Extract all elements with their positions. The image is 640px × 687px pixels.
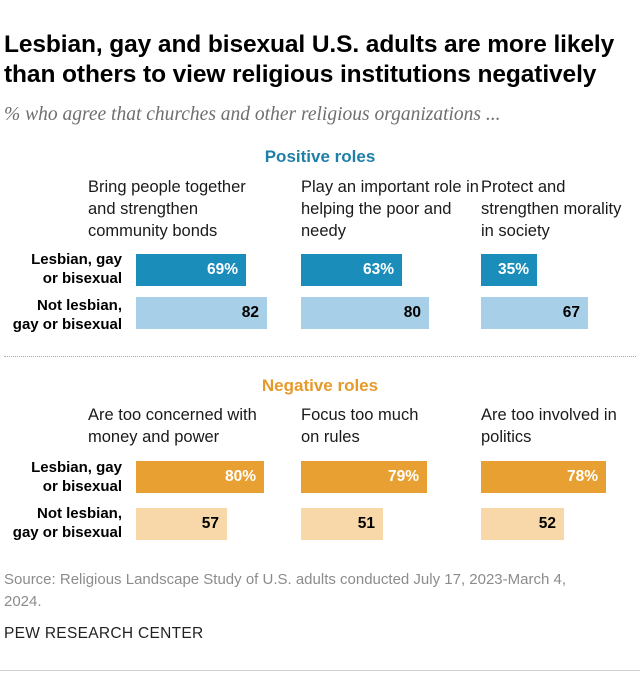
bar: 57: [136, 508, 227, 540]
category-label: Bring people together and strengthen com…: [88, 178, 246, 240]
bar: 79%: [301, 461, 427, 493]
row-label-line: Not lesbian,: [36, 505, 122, 522]
organization-name: PEW RESEARCH CENTER: [4, 625, 204, 642]
row-label-line: Lesbian, gay: [31, 251, 122, 268]
negative-roles-title: Negative roles: [261, 376, 379, 395]
bar: 78%: [481, 461, 606, 493]
bar-value-label: 63%: [362, 261, 394, 278]
bar: 69%: [136, 254, 246, 286]
bar: 63%: [301, 254, 402, 286]
bottom-rule: [0, 670, 640, 671]
chart-title: Lesbian, gay and bisexual U.S. adults ar…: [4, 31, 615, 88]
bar-value-label: 80%: [224, 468, 256, 485]
category-label: Focus too much on rules: [301, 406, 419, 446]
bar: 80%: [136, 461, 264, 493]
row-label-lgb: Lesbian, gay or bisexual: [4, 458, 122, 496]
row-label-line: gay or bisexual: [12, 524, 122, 541]
row-label-lgb: Lesbian, gay or bisexual: [4, 250, 122, 288]
bar-value-label: 67: [562, 304, 580, 321]
bar: 35%: [481, 254, 537, 286]
row-label-not-lgb: Not lesbian, gay or bisexual: [4, 504, 122, 542]
bar: 52: [481, 508, 564, 540]
bar: 82: [136, 297, 267, 329]
section-divider: [4, 356, 636, 357]
bar-value-label: 52: [538, 515, 556, 532]
category-label: Are too involved in politics: [481, 406, 617, 446]
bar-value-label: 35%: [497, 261, 529, 278]
bar-value-label: 69%: [206, 261, 238, 278]
positive-roles-title: Positive roles: [264, 147, 376, 166]
chart-subtitle: % who agree that churches and other reli…: [4, 104, 501, 125]
row-label-line: gay or bisexual: [12, 316, 122, 333]
category-label: Play an important role in helping the po…: [301, 178, 479, 240]
category-label: Are too concerned with money and power: [88, 406, 257, 446]
bar-value-label: 57: [201, 515, 219, 532]
bar: 51: [301, 508, 383, 540]
row-label-line: or bisexual: [42, 478, 122, 495]
bar-value-label: 80: [403, 304, 421, 321]
bar: 80: [301, 297, 429, 329]
bar-value-label: 82: [241, 304, 259, 321]
category-label: Protect and strengthen morality in socie…: [481, 178, 622, 240]
bar-value-label: 78%: [566, 468, 598, 485]
row-label-line: Not lesbian,: [36, 297, 122, 314]
source-note: Source: Religious Landscape Study of U.S…: [4, 571, 566, 610]
bar-value-label: 79%: [387, 468, 419, 485]
bar-value-label: 51: [357, 515, 375, 532]
bar: 67: [481, 297, 588, 329]
row-label-not-lgb: Not lesbian, gay or bisexual: [4, 296, 122, 334]
row-label-line: Lesbian, gay: [31, 459, 122, 476]
row-label-line: or bisexual: [42, 270, 122, 287]
